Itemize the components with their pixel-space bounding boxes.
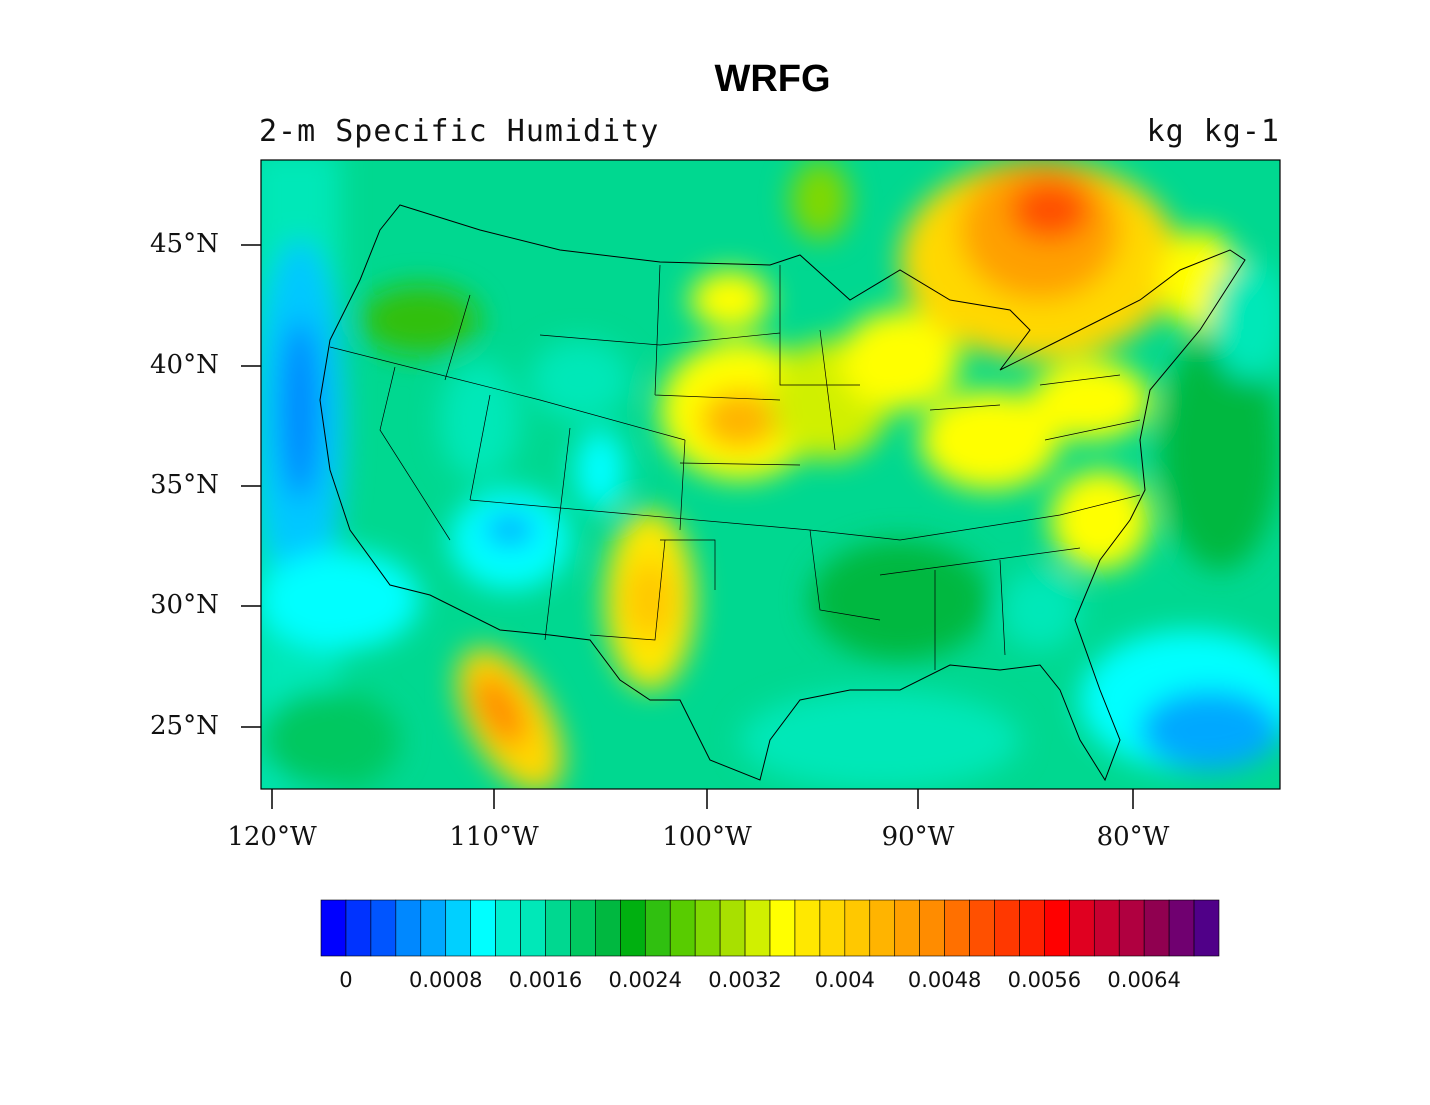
state-boundaries	[329, 264, 1141, 670]
colorbar-box	[694, 899, 721, 957]
colorbar-box	[844, 899, 871, 957]
colorbar-box	[420, 899, 447, 957]
plot-title: WRFG	[714, 58, 831, 100]
colorbar-box	[769, 899, 796, 957]
colorbar-label: 0	[339, 968, 353, 992]
colorbar	[320, 899, 1220, 957]
lon-label: 90°W	[881, 822, 955, 852]
lon-label: 80°W	[1096, 822, 1170, 852]
variable-name: 2-m Specific Humidity	[259, 114, 660, 149]
colorbar-box	[345, 899, 372, 957]
colorbar-label: 0.0064	[1107, 968, 1181, 992]
colorbar-box	[1069, 899, 1095, 957]
lat-label: 25°N	[150, 711, 219, 741]
colorbar-box	[1193, 899, 1220, 957]
coastline	[319, 204, 1246, 782]
colorbar-box	[894, 899, 920, 957]
colorbar-box	[395, 899, 422, 957]
lon-label: 100°W	[662, 822, 752, 852]
lon-label: 120°W	[227, 822, 317, 852]
colorbar-box	[1093, 899, 1120, 957]
colorbar-box	[819, 899, 846, 957]
colorbar-box	[944, 899, 970, 957]
colorbar-box	[1118, 899, 1145, 957]
colorbar-box	[520, 899, 546, 957]
colorbar-label: 0.0056	[1007, 968, 1082, 992]
map-frame	[260, 159, 1281, 790]
colorbar-box	[320, 899, 347, 957]
colorbar-box	[669, 899, 696, 957]
axis-ticks	[241, 244, 1134, 809]
colorbar-box	[1044, 899, 1070, 957]
colorbar-box	[370, 899, 397, 957]
colorbar-box	[1019, 899, 1045, 957]
lat-label: 45°N	[150, 229, 219, 259]
lat-label: 30°N	[150, 590, 219, 620]
colorbar-label: 0.0008	[408, 968, 483, 992]
colorbar-box	[620, 899, 646, 957]
lat-label: 35°N	[150, 470, 219, 500]
colorbar-box	[595, 899, 621, 957]
colorbar-box	[869, 899, 896, 957]
colorbar-label: 0.0024	[608, 968, 683, 992]
humidity-field	[261, 160, 1280, 789]
colorbar-box	[994, 899, 1020, 957]
colorbar-box	[719, 899, 746, 957]
colorbar-box	[969, 899, 995, 957]
colorbar-box	[744, 899, 771, 957]
colorbar-label: 0.0032	[708, 968, 782, 992]
colorbar-box	[1168, 899, 1195, 957]
units-label: kg kg-1	[1146, 114, 1280, 149]
colorbar-box	[495, 899, 521, 957]
lat-label: 40°N	[150, 350, 219, 380]
colorbar-box	[644, 899, 671, 957]
colorbar-box	[445, 899, 471, 957]
colorbar-label: 0.0016	[508, 968, 583, 992]
colorbar-label: 0.004	[814, 968, 875, 992]
colorbar-box	[570, 899, 596, 957]
lon-label: 110°W	[449, 822, 539, 852]
colorbar-box	[919, 899, 945, 957]
colorbar-box	[1143, 899, 1170, 957]
colorbar-label: 0.0048	[907, 968, 982, 992]
colorbar-box	[545, 899, 571, 957]
colorbar-box	[794, 899, 821, 957]
colorbar-box	[470, 899, 496, 957]
